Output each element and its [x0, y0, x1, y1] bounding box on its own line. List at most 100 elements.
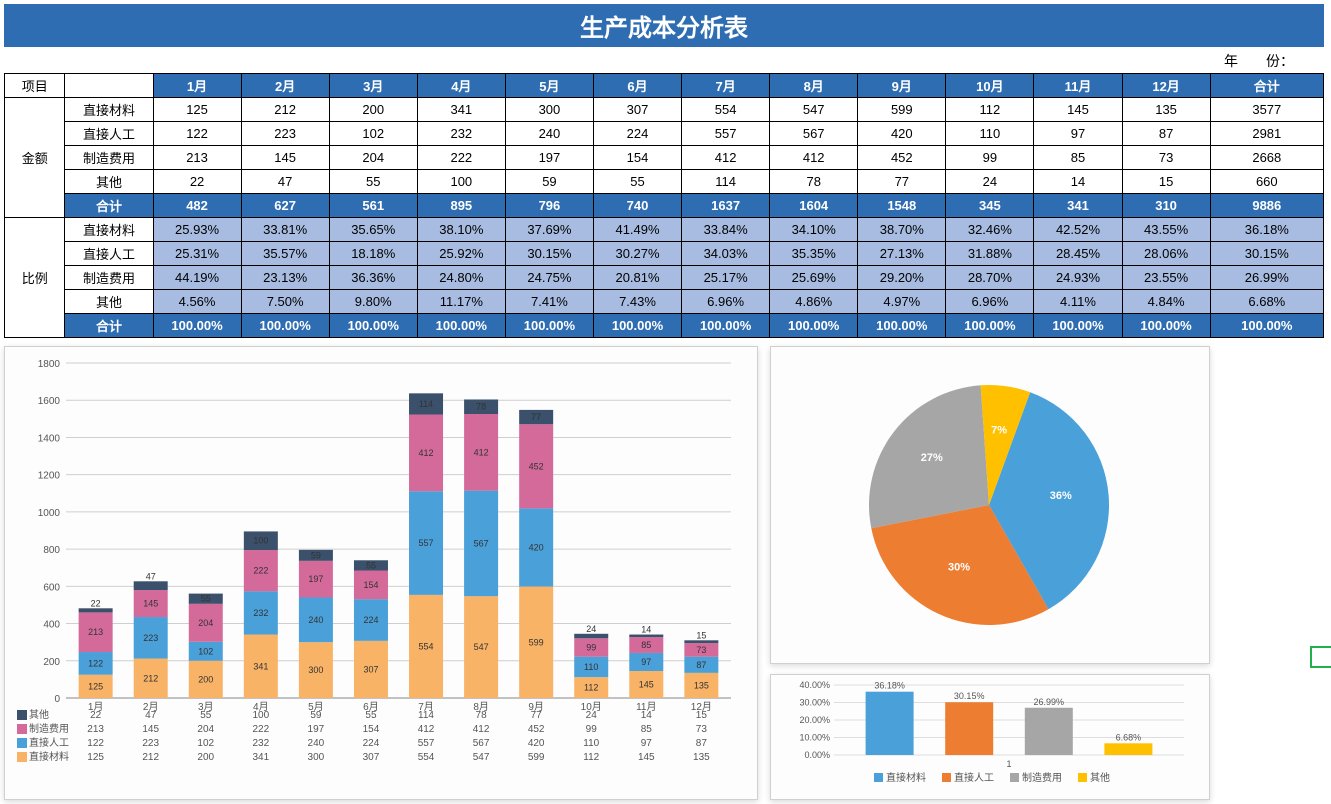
- cell: 6.96%: [682, 290, 770, 314]
- pie-chart: 36%30%27%7%: [770, 346, 1210, 664]
- cell: 100.00%: [1122, 314, 1210, 338]
- svg-text:212: 212: [143, 673, 158, 683]
- cell: 97: [1034, 122, 1122, 146]
- mini-bar-chart: 0.00%10.00%20.00%30.00%40.00%36.18%30.15…: [770, 674, 1210, 800]
- cell: 154: [593, 146, 681, 170]
- cell: 25.17%: [682, 266, 770, 290]
- header-blank: [65, 74, 153, 98]
- svg-text:77: 77: [531, 710, 543, 721]
- svg-text:55: 55: [365, 710, 377, 721]
- svg-text:125: 125: [88, 681, 103, 691]
- svg-text:223: 223: [142, 738, 159, 749]
- cell: 4.97%: [858, 290, 946, 314]
- svg-text:224: 224: [363, 738, 380, 749]
- cell: 232: [417, 122, 505, 146]
- row-label: 制造费用: [65, 146, 153, 170]
- cell: 30.15%: [505, 242, 593, 266]
- svg-text:547: 547: [473, 752, 490, 763]
- cell: 224: [593, 122, 681, 146]
- cell: 204: [329, 146, 417, 170]
- svg-text:85: 85: [641, 724, 653, 735]
- svg-text:400: 400: [43, 620, 60, 631]
- svg-text:197: 197: [308, 574, 323, 584]
- cell: 31.88%: [946, 242, 1034, 266]
- cell: 1637: [682, 194, 770, 218]
- svg-text:1600: 1600: [38, 396, 61, 407]
- svg-text:547: 547: [474, 642, 489, 652]
- svg-text:40.00%: 40.00%: [799, 680, 830, 690]
- cell: 23.55%: [1122, 266, 1210, 290]
- header-month: 12月: [1122, 74, 1210, 98]
- svg-text:87: 87: [696, 738, 708, 749]
- svg-text:100: 100: [253, 536, 268, 546]
- cell: 482: [153, 194, 241, 218]
- cell: 240: [505, 122, 593, 146]
- svg-text:122: 122: [88, 658, 103, 668]
- svg-text:307: 307: [363, 752, 380, 763]
- header-month: 6月: [593, 74, 681, 98]
- svg-text:55: 55: [201, 594, 211, 604]
- svg-text:114: 114: [419, 399, 433, 409]
- selected-cell-indicator: [1310, 646, 1331, 668]
- cell-total: 3577: [1210, 98, 1323, 122]
- svg-text:122: 122: [87, 738, 104, 749]
- header-month: 4月: [417, 74, 505, 98]
- svg-text:232: 232: [252, 738, 269, 749]
- svg-text:其他: 其他: [29, 708, 49, 721]
- svg-text:213: 213: [88, 627, 103, 637]
- svg-text:110: 110: [583, 738, 599, 749]
- svg-text:557: 557: [418, 738, 435, 749]
- cell: 135: [1122, 98, 1210, 122]
- cell: 412: [682, 146, 770, 170]
- row-label-subtotal: 合计: [65, 314, 153, 338]
- cell: 213: [153, 146, 241, 170]
- svg-text:452: 452: [529, 461, 544, 471]
- cell-total: 6.68%: [1210, 290, 1323, 314]
- cell: 100.00%: [505, 314, 593, 338]
- svg-text:212: 212: [142, 752, 159, 763]
- cell: 412: [770, 146, 858, 170]
- cell: 42.52%: [1034, 218, 1122, 242]
- svg-text:59: 59: [310, 710, 322, 721]
- cell: 100.00%: [858, 314, 946, 338]
- cell: 36.36%: [329, 266, 417, 290]
- svg-text:47: 47: [145, 710, 157, 721]
- row-label: 直接人工: [65, 122, 153, 146]
- cell: 77: [858, 170, 946, 194]
- header-month: 10月: [946, 74, 1034, 98]
- cell: 18.18%: [329, 242, 417, 266]
- cell: 33.81%: [241, 218, 329, 242]
- svg-text:307: 307: [363, 664, 378, 674]
- cell: 43.55%: [1122, 218, 1210, 242]
- cell: 100.00%: [593, 314, 681, 338]
- svg-text:240: 240: [308, 738, 325, 749]
- svg-text:24: 24: [586, 710, 598, 721]
- svg-text:145: 145: [638, 752, 655, 763]
- row-group: 比例: [5, 218, 65, 338]
- cell: 222: [417, 146, 505, 170]
- svg-text:0: 0: [54, 694, 60, 705]
- svg-text:224: 224: [363, 615, 378, 625]
- cell: 4.11%: [1034, 290, 1122, 314]
- svg-text:145: 145: [143, 599, 158, 609]
- svg-text:412: 412: [474, 447, 489, 457]
- row-label: 直接人工: [65, 242, 153, 266]
- cell: 28.70%: [946, 266, 1034, 290]
- cell: 44.19%: [153, 266, 241, 290]
- svg-text:22: 22: [90, 710, 102, 721]
- cell: 25.69%: [770, 266, 858, 290]
- svg-text:222: 222: [253, 566, 268, 576]
- svg-text:55: 55: [200, 710, 212, 721]
- svg-text:0.00%: 0.00%: [804, 750, 830, 760]
- header-month: 1月: [153, 74, 241, 98]
- svg-text:1200: 1200: [38, 471, 61, 482]
- svg-text:341: 341: [253, 661, 268, 671]
- row-label: 其他: [65, 170, 153, 194]
- cell: 114: [682, 170, 770, 194]
- cell: 7.50%: [241, 290, 329, 314]
- cell: 22: [153, 170, 241, 194]
- cell: 345: [946, 194, 1034, 218]
- cell: 796: [505, 194, 593, 218]
- cell: 100.00%: [153, 314, 241, 338]
- svg-text:78: 78: [476, 402, 486, 412]
